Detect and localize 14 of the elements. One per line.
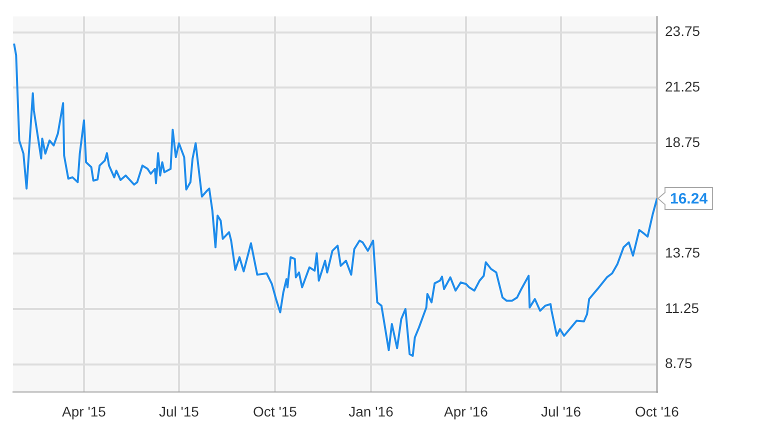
y-tick-label: 13.75	[665, 244, 700, 261]
annotation: 16.24	[670, 190, 708, 208]
x-tick-label: Apr '16	[444, 403, 488, 420]
x-tick-label: Oct '16	[635, 403, 680, 420]
x-tick-label: Jul '15	[158, 403, 200, 420]
y-tick-label: 18.75	[665, 134, 700, 150]
y-tick-label: 21.25	[665, 78, 700, 95]
x-tick-label: Jan '16	[348, 403, 394, 420]
y-tick-label: 23.75	[665, 23, 700, 40]
y-tick-label: 11.25	[665, 300, 700, 316]
y-tick-label: 8.75	[665, 355, 692, 372]
x-tick-label: Oct '15	[253, 403, 298, 420]
x-tick-label: Jul '16	[540, 403, 582, 420]
x-tick-label: Apr '15	[62, 403, 106, 420]
